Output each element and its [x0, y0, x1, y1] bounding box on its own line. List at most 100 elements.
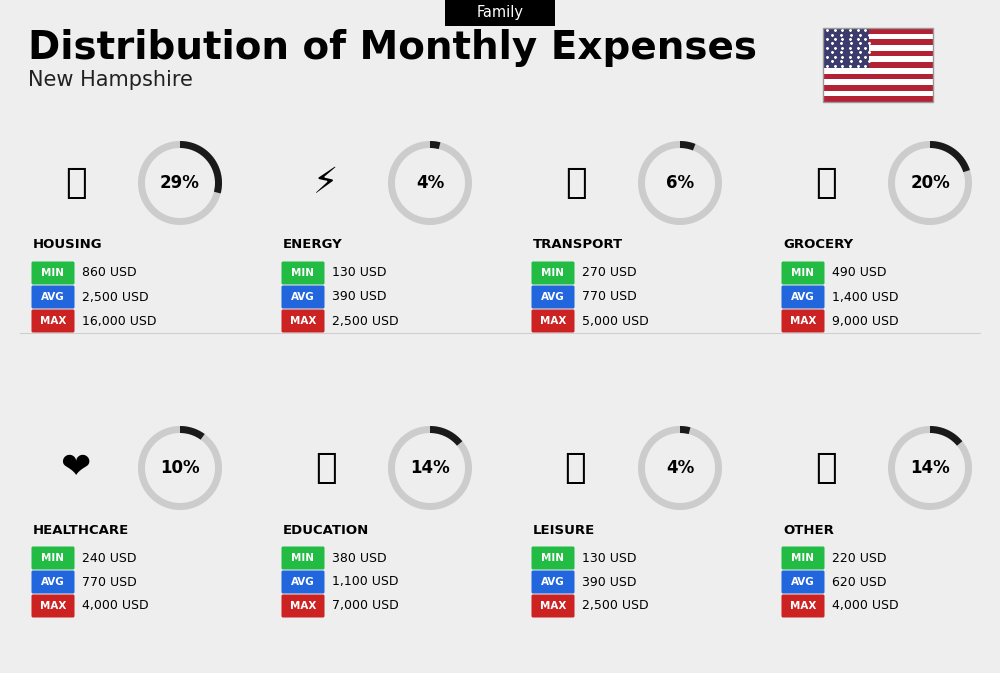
Text: 860 USD: 860 USD [82, 267, 137, 279]
Text: 9,000 USD: 9,000 USD [832, 314, 899, 328]
Text: 29%: 29% [160, 174, 200, 192]
FancyBboxPatch shape [782, 285, 824, 308]
Text: 220 USD: 220 USD [832, 551, 887, 565]
Text: OTHER: OTHER [783, 524, 834, 536]
Polygon shape [180, 426, 205, 439]
Text: MIN: MIN [42, 553, 64, 563]
FancyBboxPatch shape [823, 91, 933, 96]
Text: 2,500 USD: 2,500 USD [82, 291, 149, 304]
Text: MAX: MAX [290, 316, 316, 326]
FancyBboxPatch shape [282, 285, 324, 308]
Text: Family: Family [477, 5, 524, 20]
Polygon shape [180, 141, 222, 193]
Text: HEALTHCARE: HEALTHCARE [33, 524, 129, 536]
Text: 14%: 14% [410, 459, 450, 477]
Text: 💰: 💰 [815, 451, 837, 485]
FancyBboxPatch shape [32, 262, 74, 285]
Text: 🎓: 🎓 [315, 451, 337, 485]
Text: MIN: MIN [542, 268, 564, 278]
FancyBboxPatch shape [32, 594, 74, 618]
Text: AVG: AVG [791, 292, 815, 302]
Text: 490 USD: 490 USD [832, 267, 887, 279]
Polygon shape [930, 141, 970, 172]
Text: ⚡: ⚡ [313, 166, 339, 200]
FancyBboxPatch shape [823, 28, 869, 68]
FancyBboxPatch shape [823, 57, 933, 62]
Text: 🏢: 🏢 [65, 166, 87, 200]
Text: AVG: AVG [541, 292, 565, 302]
Text: MIN: MIN [292, 268, 314, 278]
Text: 🚌: 🚌 [565, 166, 587, 200]
Polygon shape [430, 426, 462, 446]
Polygon shape [638, 141, 722, 225]
Text: 16,000 USD: 16,000 USD [82, 314, 156, 328]
Text: 5,000 USD: 5,000 USD [582, 314, 649, 328]
Text: Distribution of Monthly Expenses: Distribution of Monthly Expenses [28, 29, 757, 67]
Text: MIN: MIN [292, 553, 314, 563]
Text: 🛍️: 🛍️ [565, 451, 587, 485]
Text: MIN: MIN [542, 553, 564, 563]
Text: MAX: MAX [40, 601, 66, 611]
FancyBboxPatch shape [823, 50, 933, 57]
Text: 130 USD: 130 USD [332, 267, 386, 279]
Text: 10%: 10% [160, 459, 200, 477]
FancyBboxPatch shape [282, 262, 324, 285]
FancyBboxPatch shape [823, 62, 933, 68]
FancyBboxPatch shape [782, 594, 824, 618]
Text: MAX: MAX [540, 316, 566, 326]
Polygon shape [138, 426, 222, 510]
Text: ENERGY: ENERGY [283, 238, 343, 252]
FancyBboxPatch shape [32, 310, 74, 332]
Polygon shape [888, 141, 972, 225]
Polygon shape [680, 426, 690, 434]
Text: MAX: MAX [790, 601, 816, 611]
Text: TRANSPORT: TRANSPORT [533, 238, 623, 252]
Text: 7,000 USD: 7,000 USD [332, 600, 399, 612]
Text: LEISURE: LEISURE [533, 524, 595, 536]
FancyBboxPatch shape [823, 68, 933, 73]
Text: MIN: MIN [792, 553, 814, 563]
Text: AVG: AVG [41, 292, 65, 302]
Text: 20%: 20% [910, 174, 950, 192]
Text: 2,500 USD: 2,500 USD [332, 314, 399, 328]
Text: 390 USD: 390 USD [332, 291, 386, 304]
Text: HOUSING: HOUSING [33, 238, 103, 252]
Text: EDUCATION: EDUCATION [283, 524, 369, 536]
FancyBboxPatch shape [532, 310, 574, 332]
FancyBboxPatch shape [32, 285, 74, 308]
FancyBboxPatch shape [532, 571, 574, 594]
Text: MIN: MIN [792, 268, 814, 278]
FancyBboxPatch shape [282, 310, 324, 332]
Text: 4,000 USD: 4,000 USD [832, 600, 899, 612]
FancyBboxPatch shape [532, 262, 574, 285]
Text: 2,500 USD: 2,500 USD [582, 600, 649, 612]
Text: 390 USD: 390 USD [582, 575, 637, 588]
FancyBboxPatch shape [782, 262, 824, 285]
Text: 6%: 6% [666, 174, 694, 192]
Text: ❤️: ❤️ [61, 451, 91, 485]
FancyBboxPatch shape [282, 571, 324, 594]
Text: MAX: MAX [290, 601, 316, 611]
Text: AVG: AVG [791, 577, 815, 587]
Text: 130 USD: 130 USD [582, 551, 637, 565]
FancyBboxPatch shape [823, 73, 933, 79]
Text: AVG: AVG [291, 577, 315, 587]
Text: 270 USD: 270 USD [582, 267, 637, 279]
FancyBboxPatch shape [823, 79, 933, 85]
Text: AVG: AVG [541, 577, 565, 587]
FancyBboxPatch shape [532, 594, 574, 618]
Text: New Hampshire: New Hampshire [28, 70, 193, 90]
Text: 14%: 14% [910, 459, 950, 477]
Text: MAX: MAX [790, 316, 816, 326]
Text: 4%: 4% [666, 459, 694, 477]
Text: AVG: AVG [41, 577, 65, 587]
FancyBboxPatch shape [823, 40, 933, 45]
Text: AVG: AVG [291, 292, 315, 302]
Text: MIN: MIN [42, 268, 64, 278]
Text: 240 USD: 240 USD [82, 551, 136, 565]
FancyBboxPatch shape [32, 546, 74, 569]
FancyBboxPatch shape [782, 571, 824, 594]
Text: GROCERY: GROCERY [783, 238, 853, 252]
Text: 🛒: 🛒 [815, 166, 837, 200]
Text: 4,000 USD: 4,000 USD [82, 600, 149, 612]
